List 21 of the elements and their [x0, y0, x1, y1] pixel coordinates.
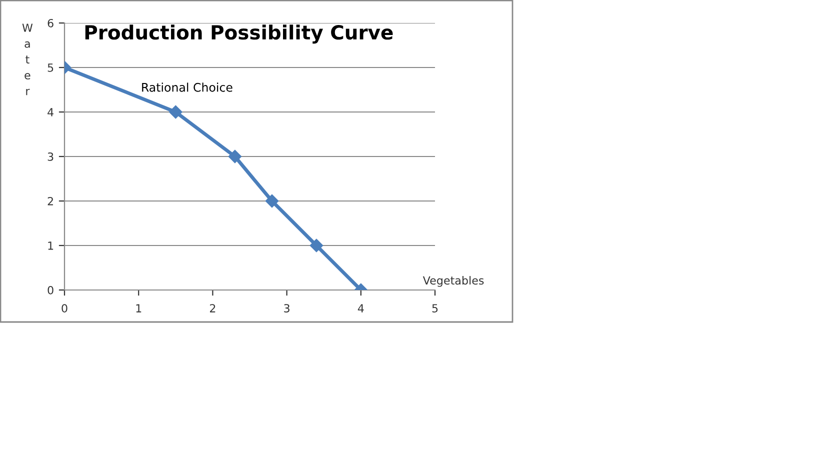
y-tick-label: 0: [48, 286, 54, 294]
y-tick-label: 3: [48, 152, 54, 161]
x-tick-label: 1: [136, 304, 142, 312]
x-tick-label: 4: [358, 304, 364, 312]
y-axis-title: Water: [22, 24, 33, 96]
point: [228, 150, 242, 164]
y-tick-label: 4: [48, 108, 54, 116]
point: [169, 105, 182, 119]
y-tick-label: 6: [48, 18, 54, 28]
x-axis-title: Vegetables: [422, 276, 484, 287]
x-tick-label: 3: [284, 304, 290, 312]
y-tick-label: 5: [48, 64, 54, 72]
y-tick-label: 1: [48, 242, 54, 250]
point: [310, 238, 324, 252]
y-tick-label: 2: [48, 196, 53, 206]
x-tick-label: 5: [432, 304, 438, 312]
chart-title: Production Possibility Curve: [85, 24, 393, 44]
x-tick-label: 2: [210, 304, 216, 312]
annotation: Rational Choice: [142, 82, 232, 92]
x-tick-label: 0: [62, 304, 68, 312]
point: [265, 194, 279, 208]
